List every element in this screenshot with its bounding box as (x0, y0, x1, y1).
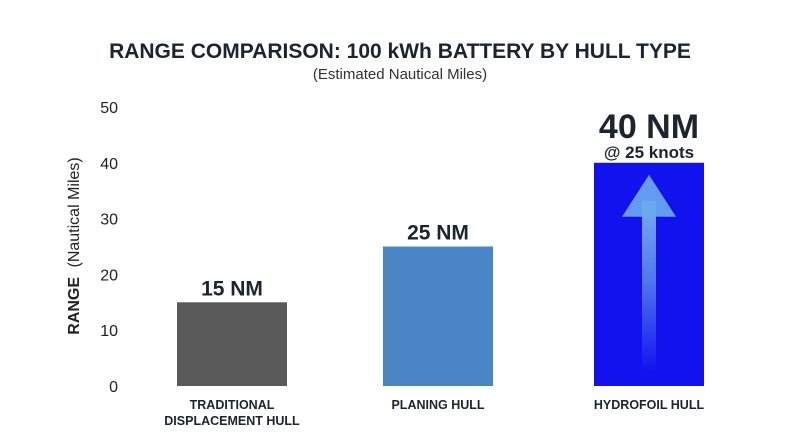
y-tick-label: 50 (100, 100, 118, 117)
y-axis-label-sub: (Nautical Miles) (66, 157, 83, 267)
chart-subtitle: (Estimated Nautical Miles) (313, 66, 487, 83)
bars (177, 162, 704, 386)
chart-title: RANGE COMPARISON: 100 kWh BATTERY BY HUL… (109, 40, 691, 63)
y-tick-label: 40 (100, 156, 118, 173)
data-label: 40 NM (599, 108, 699, 146)
category-label: HYDROFOIL HULL (594, 398, 705, 412)
data-label: 25 NM (407, 222, 469, 245)
category-label: PLANING HULL (391, 398, 484, 412)
up-arrow-icon (622, 174, 676, 217)
data-label: 15 NM (201, 277, 263, 300)
bar (177, 302, 287, 386)
category-label: DISPLACEMENT HULL (164, 414, 300, 428)
y-tick-label: 10 (100, 323, 118, 340)
y-tick-label: 20 (100, 267, 118, 284)
category-labels: TRADITIONAL DISPLACEMENT HULL PLANING HULL… (164, 398, 704, 428)
category-label: TRADITIONAL (190, 398, 275, 412)
data-label-annotation: @ 25 knots (604, 143, 694, 162)
y-axis-label: RANGE (Nautical Miles) (66, 157, 83, 334)
bar (383, 246, 493, 386)
arrow-shaft (642, 200, 656, 372)
y-tick-label: 0 (109, 379, 118, 396)
y-axis-label-main: RANGE (66, 277, 83, 335)
y-tick-label: 30 (100, 212, 118, 229)
data-labels: 15 NM 25 NM 40 NM@ 25 knots (201, 108, 699, 300)
y-axis-ticks: 0 10 20 30 40 50 (100, 100, 118, 396)
